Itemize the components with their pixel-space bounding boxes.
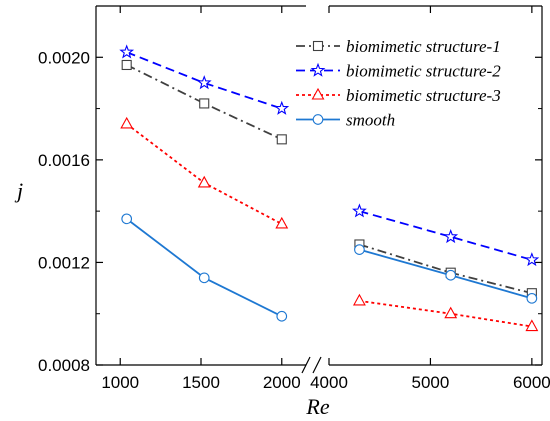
legend-item: smooth — [296, 111, 395, 130]
data-point — [120, 116, 134, 129]
data-point — [524, 252, 540, 267]
x-tick-label: 1500 — [182, 373, 220, 392]
series-4 — [121, 213, 538, 322]
data-point — [121, 213, 133, 225]
legend-item: biomimetic structure-3 — [296, 86, 501, 105]
axes: 0.0008 0.0012 0.0016 0.0020 1000 1500 2000 4000… — [38, 5, 550, 392]
data-point — [445, 269, 457, 281]
legend-item: biomimetic structure-2 — [296, 62, 501, 81]
data-point — [199, 98, 210, 109]
data-point — [121, 59, 132, 71]
y-axis-title: j — [14, 178, 23, 203]
y-tick-label: 0.0020 — [38, 48, 90, 67]
data-point — [275, 216, 289, 229]
legend-marker — [312, 40, 324, 52]
data-point — [354, 244, 365, 255]
x-axis-title: Re — [305, 394, 329, 419]
series-layer — [119, 44, 540, 332]
axis-break-mark — [312, 356, 322, 374]
data-point — [444, 306, 458, 319]
series-line — [359, 210, 533, 261]
data-point — [119, 44, 135, 59]
axis-break-mark — [301, 356, 311, 374]
legend-label: biomimetic structure-3 — [346, 86, 501, 105]
series-2 — [119, 44, 540, 267]
series-3 — [120, 116, 539, 332]
legend-item: biomimetic structure-1 — [296, 37, 501, 56]
legend-label: biomimetic structure-2 — [346, 62, 501, 81]
data-point — [443, 229, 459, 244]
data-point — [526, 292, 538, 304]
data-point — [352, 293, 366, 306]
legend: biomimetic structure-1 biomimetic structu… — [296, 37, 501, 130]
legend-label: biomimetic structure-1 — [346, 37, 501, 56]
data-point — [198, 272, 210, 284]
data-point — [525, 319, 539, 332]
data-point — [276, 310, 288, 322]
legend-marker — [310, 62, 326, 77]
data-point — [196, 75, 212, 90]
data-point — [197, 175, 211, 188]
y-tick-label: 0.0012 — [38, 253, 90, 272]
legend-marker — [311, 87, 325, 100]
x-tick-label: 1000 — [101, 373, 139, 392]
data-point — [274, 100, 290, 115]
legend-label: smooth — [346, 111, 395, 130]
x-tick-label: 4000 — [310, 373, 348, 392]
legend-marker — [312, 114, 324, 125]
data-point — [276, 134, 287, 145]
x-tick-label: 5000 — [412, 373, 450, 392]
x-tick-label: 2000 — [263, 373, 301, 392]
x-tick-label: 6000 — [513, 373, 550, 392]
y-tick-label: 0.0016 — [38, 151, 90, 170]
data-point — [352, 203, 367, 218]
y-tick-label: 0.0008 — [38, 356, 90, 375]
